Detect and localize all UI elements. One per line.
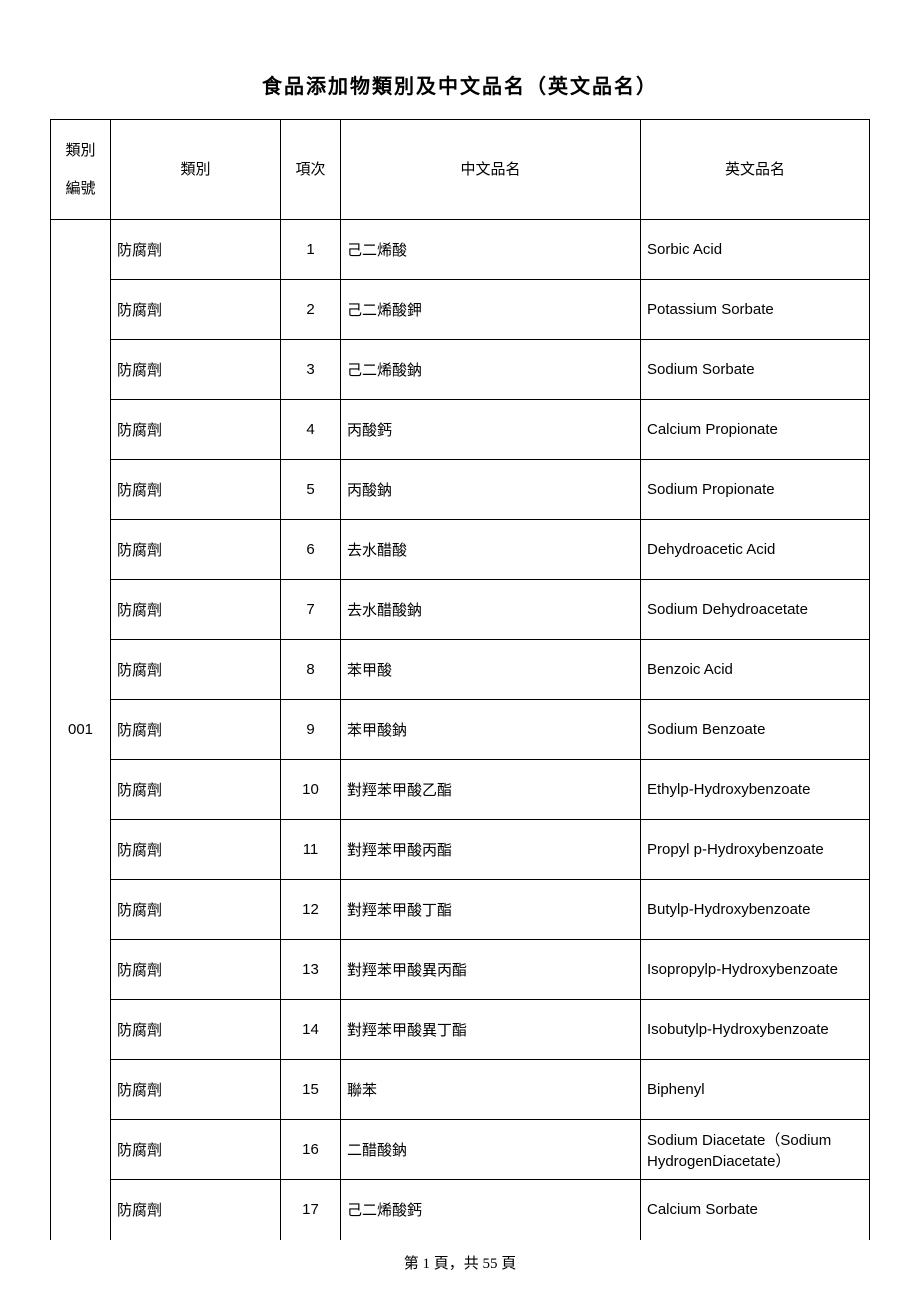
table-row: 防腐劑15聯苯Biphenyl [51,1060,870,1120]
cell-category: 防腐劑 [111,700,281,760]
cell-chinese-name: 己二烯酸鈣 [341,1180,641,1240]
cell-item: 13 [281,940,341,1000]
cell-category: 防腐劑 [111,1180,281,1240]
additives-table: 類別編號 類別 項次 中文品名 英文品名 001防腐劑1己二烯酸Sorbic A… [50,119,870,1240]
table-row: 001防腐劑1己二烯酸Sorbic Acid [51,220,870,280]
table-row: 防腐劑17己二烯酸鈣Calcium Sorbate [51,1180,870,1240]
cell-chinese-name: 對羥苯甲酸異丙酯 [341,940,641,1000]
cell-item: 8 [281,640,341,700]
table-row: 防腐劑16二醋酸鈉Sodium Diacetate（Sodium Hydroge… [51,1120,870,1180]
cell-category: 防腐劑 [111,580,281,640]
cell-english-name: Ethylp-Hydroxybenzoate [641,760,870,820]
cell-category: 防腐劑 [111,880,281,940]
cell-item: 5 [281,460,341,520]
cell-english-name: Isobutylp-Hydroxybenzoate [641,1000,870,1060]
cell-category: 防腐劑 [111,640,281,700]
table-row: 防腐劑10對羥苯甲酸乙酯Ethylp-Hydroxybenzoate [51,760,870,820]
cell-category: 防腐劑 [111,1000,281,1060]
cell-chinese-name: 丙酸鈣 [341,400,641,460]
cell-chinese-name: 苯甲酸鈉 [341,700,641,760]
cell-chinese-name: 去水醋酸 [341,520,641,580]
cell-english-name: Calcium Sorbate [641,1180,870,1240]
table-row: 防腐劑8苯甲酸Benzoic Acid [51,640,870,700]
table-row: 防腐劑7去水醋酸鈉Sodium Dehydroacetate [51,580,870,640]
cell-chinese-name: 二醋酸鈉 [341,1120,641,1180]
cell-item: 15 [281,1060,341,1120]
cell-chinese-name: 丙酸鈉 [341,460,641,520]
cell-chinese-name: 對羥苯甲酸丙酯 [341,820,641,880]
cell-item: 14 [281,1000,341,1060]
table-row: 防腐劑11對羥苯甲酸丙酯Propyl p-Hydroxybenzoate [51,820,870,880]
cell-category: 防腐劑 [111,1060,281,1120]
table-row: 防腐劑13對羥苯甲酸異丙酯Isopropylp-Hydroxybenzoate [51,940,870,1000]
table-row: 防腐劑12對羥苯甲酸丁酯Butylp-Hydroxybenzoate [51,880,870,940]
cell-english-name: Sorbic Acid [641,220,870,280]
page-title: 食品添加物類別及中文品名（英文品名） [50,70,870,99]
table-row: 防腐劑5丙酸鈉Sodium Propionate [51,460,870,520]
cell-english-name: Benzoic Acid [641,640,870,700]
cell-category: 防腐劑 [111,760,281,820]
cell-chinese-name: 聯苯 [341,1060,641,1120]
table-header-row: 類別編號 類別 項次 中文品名 英文品名 [51,120,870,220]
cell-item: 10 [281,760,341,820]
cell-english-name: Propyl p-Hydroxybenzoate [641,820,870,880]
cell-chinese-name: 去水醋酸鈉 [341,580,641,640]
cell-english-name: Sodium Benzoate [641,700,870,760]
cell-item: 17 [281,1180,341,1240]
cell-item: 16 [281,1120,341,1180]
cell-category: 防腐劑 [111,220,281,280]
cell-item: 9 [281,700,341,760]
header-english: 英文品名 [641,120,870,220]
table-row: 防腐劑14對羥苯甲酸異丁酯Isobutylp-Hydroxybenzoate [51,1000,870,1060]
cell-category: 防腐劑 [111,400,281,460]
table-row: 防腐劑3己二烯酸鈉Sodium Sorbate [51,340,870,400]
cell-item: 4 [281,400,341,460]
cell-chinese-name: 對羥苯甲酸異丁酯 [341,1000,641,1060]
cell-category: 防腐劑 [111,340,281,400]
cell-category: 防腐劑 [111,820,281,880]
table-row: 防腐劑9苯甲酸鈉Sodium Benzoate [51,700,870,760]
cell-item: 12 [281,880,341,940]
cell-item: 6 [281,520,341,580]
table-row: 防腐劑2己二烯酸鉀Potassium Sorbate [51,280,870,340]
cell-english-name: Potassium Sorbate [641,280,870,340]
table-body: 001防腐劑1己二烯酸Sorbic Acid防腐劑2己二烯酸鉀Potassium… [51,220,870,1240]
cell-english-name: Sodium Sorbate [641,340,870,400]
cell-item: 1 [281,220,341,280]
cell-english-name: Calcium Propionate [641,400,870,460]
cell-english-name: Sodium Dehydroacetate [641,580,870,640]
table-row: 防腐劑4丙酸鈣Calcium Propionate [51,400,870,460]
cell-english-name: Sodium Diacetate（Sodium HydrogenDiacetat… [641,1120,870,1180]
cell-chinese-name: 苯甲酸 [341,640,641,700]
cell-item: 7 [281,580,341,640]
cell-item: 3 [281,340,341,400]
cell-chinese-name: 對羥苯甲酸乙酯 [341,760,641,820]
cell-category: 防腐劑 [111,520,281,580]
cell-english-name: Sodium Propionate [641,460,870,520]
page-footer: 第 1 頁，共 55 頁 [50,1252,870,1273]
header-item: 項次 [281,120,341,220]
cell-chinese-name: 對羥苯甲酸丁酯 [341,880,641,940]
cell-category: 防腐劑 [111,1120,281,1180]
cell-english-name: Dehydroacetic Acid [641,520,870,580]
cell-category: 防腐劑 [111,280,281,340]
header-category: 類別 [111,120,281,220]
table-row: 防腐劑6去水醋酸Dehydroacetic Acid [51,520,870,580]
header-chinese: 中文品名 [341,120,641,220]
cell-item: 11 [281,820,341,880]
cell-category-number: 001 [51,220,111,1240]
cell-english-name: Isopropylp-Hydroxybenzoate [641,940,870,1000]
cell-english-name: Butylp-Hydroxybenzoate [641,880,870,940]
cell-chinese-name: 己二烯酸 [341,220,641,280]
cell-chinese-name: 己二烯酸鉀 [341,280,641,340]
header-catno: 類別編號 [51,120,111,220]
cell-english-name: Biphenyl [641,1060,870,1120]
cell-category: 防腐劑 [111,940,281,1000]
cell-item: 2 [281,280,341,340]
cell-chinese-name: 己二烯酸鈉 [341,340,641,400]
cell-category: 防腐劑 [111,460,281,520]
